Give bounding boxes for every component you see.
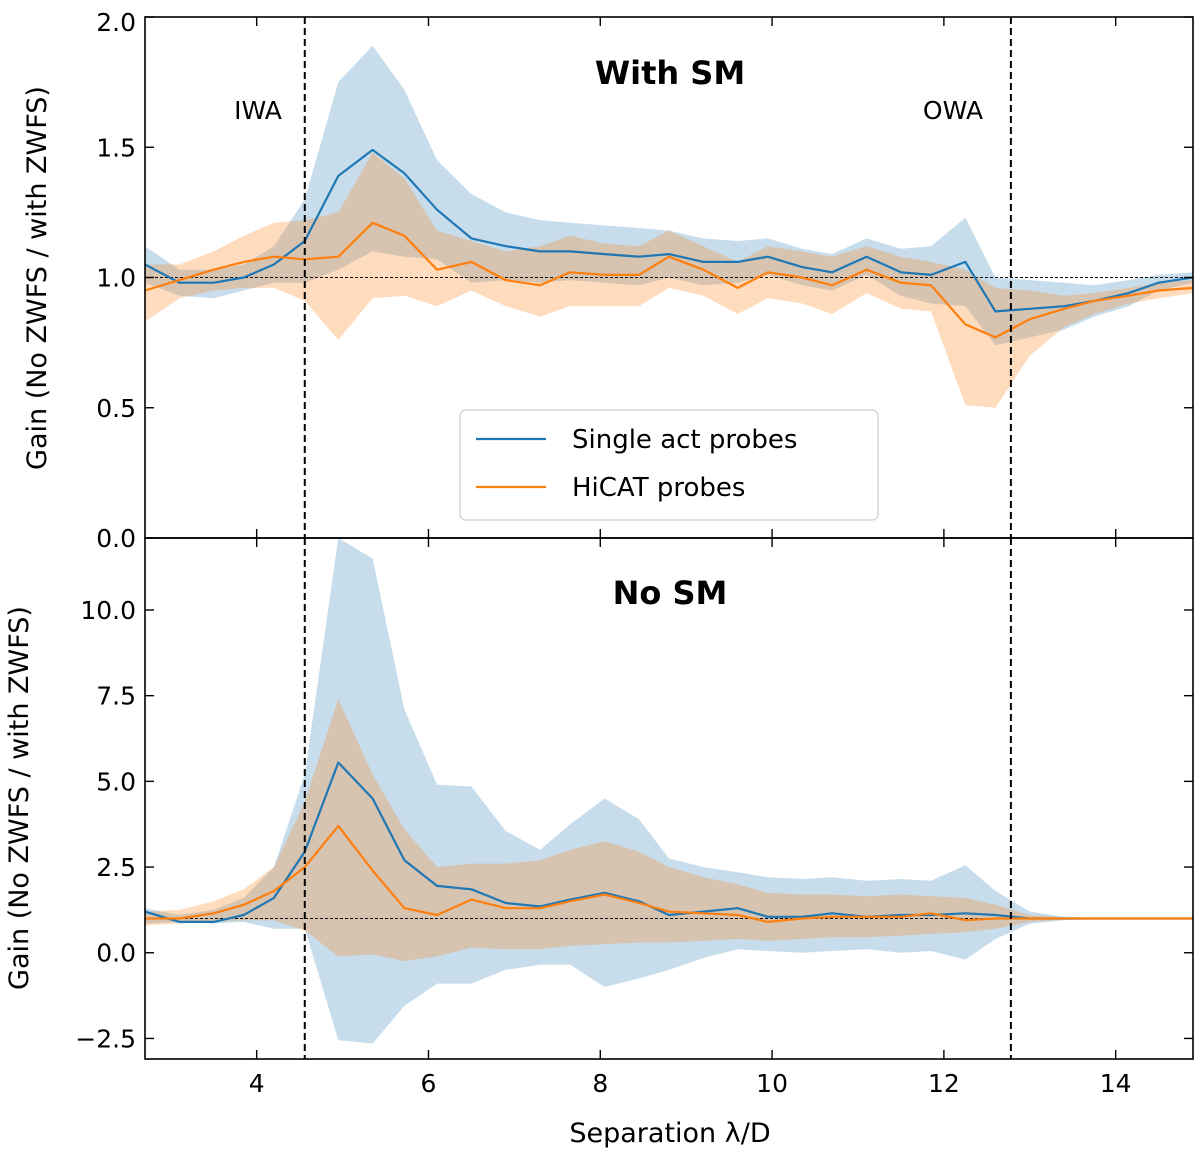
panel-no-sm: −2.5 0.0 2.5 5.0 7.5 10.0 4 6 8 10 12 14 [75, 537, 1194, 1098]
y-tick-label: 0.0 [96, 524, 136, 553]
y-tick-label: 2.5 [96, 853, 136, 882]
y-tick-label: −2.5 [75, 1024, 136, 1053]
panel-title-no-sm: No SM [613, 574, 728, 612]
legend-label-single-act: Single act probes [572, 425, 797, 455]
x-tick-label: 6 [421, 1069, 437, 1098]
y-tick-label: 1.0 [96, 264, 136, 293]
legend: Single act probes HiCAT probes [459, 409, 879, 521]
series-line-hicat [145, 221, 1193, 339]
y-tick-label: 1.5 [96, 133, 136, 162]
x-tick-label: 12 [928, 1069, 960, 1098]
legend-label-hicat: HiCAT probes [572, 473, 745, 503]
panel-with-sm: 0.0 0.5 1.0 1.5 2.0 [96, 8, 1194, 553]
iwa-label: IWA [234, 96, 282, 125]
y-tick-label: 7.5 [96, 682, 136, 711]
panel-title-with-sm: With SM [595, 54, 745, 92]
x-tick-label: 4 [249, 1069, 265, 1098]
owa-label: OWA [923, 96, 983, 125]
band-single-act [145, 45, 1193, 346]
band-hicat [145, 699, 1193, 962]
x-tick-label: 8 [592, 1069, 608, 1098]
y-tick-label: 5.0 [96, 767, 136, 796]
y-tick-label: 2.0 [96, 8, 136, 37]
x-axis-label: Separation λ/D [569, 1118, 770, 1149]
plot-area [145, 45, 1193, 408]
series-line-single-act [145, 761, 1193, 924]
band-single-act [145, 538, 1193, 1044]
y-axis-label-top: Gain (No ZWFS / with ZWFS) [22, 86, 53, 470]
band-hicat [145, 152, 1193, 408]
y-axis-label-bottom: Gain (No ZWFS / with ZWFS) [4, 606, 35, 990]
y-tick-label: 10.0 [80, 596, 136, 625]
plot-area [145, 538, 1193, 1044]
y-tick-label: 0.0 [96, 939, 136, 968]
x-tick-label: 14 [1100, 1069, 1132, 1098]
axes-frame [144, 537, 1194, 1060]
series-line-hicat [145, 824, 1193, 924]
legend-box [459, 409, 879, 521]
series-line-single-act [145, 148, 1193, 313]
y-tick-label: 0.5 [96, 394, 136, 423]
x-tick-label: 10 [756, 1069, 788, 1098]
